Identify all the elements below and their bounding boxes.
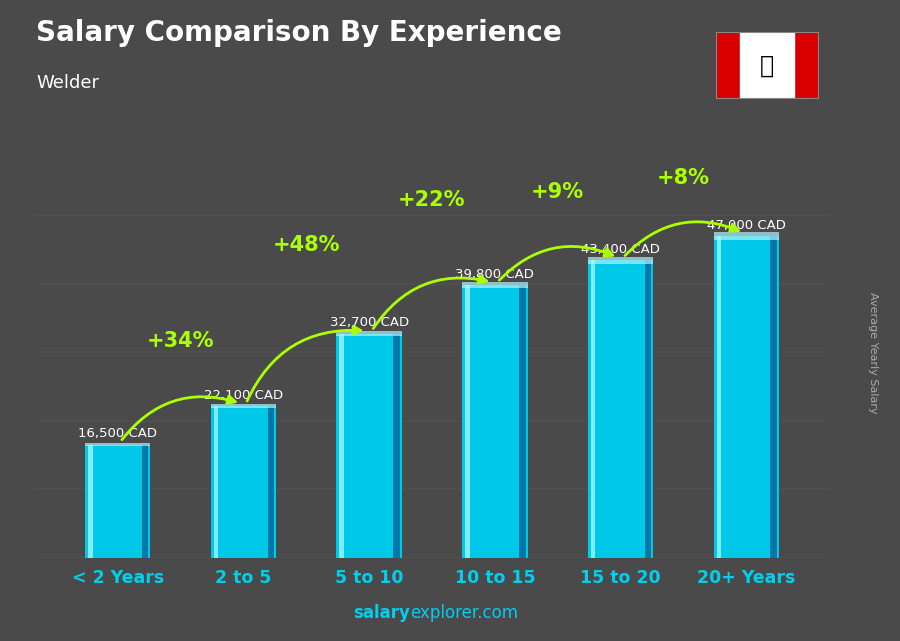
Text: +34%: +34% — [147, 331, 214, 351]
Text: Average Yearly Salary: Average Yearly Salary — [868, 292, 878, 413]
Bar — [211, 406, 276, 558]
Bar — [770, 236, 777, 558]
Bar — [716, 32, 741, 99]
Bar — [465, 285, 470, 558]
Bar — [794, 32, 819, 99]
Bar — [85, 445, 150, 558]
Text: +48%: +48% — [273, 235, 340, 255]
Text: explorer.com: explorer.com — [410, 604, 518, 622]
Text: +22%: +22% — [398, 190, 466, 210]
Bar — [142, 445, 148, 558]
Bar — [337, 333, 401, 558]
Text: 🍁: 🍁 — [760, 54, 774, 78]
Bar — [714, 236, 779, 558]
Text: 22,100 CAD: 22,100 CAD — [204, 389, 283, 402]
Bar — [588, 256, 653, 264]
Bar — [644, 260, 652, 558]
Text: salary: salary — [353, 604, 410, 622]
Bar — [590, 260, 596, 558]
Bar — [519, 285, 526, 558]
Bar — [714, 231, 779, 240]
Bar — [211, 404, 276, 408]
Text: 32,700 CAD: 32,700 CAD — [329, 317, 409, 329]
Text: 39,800 CAD: 39,800 CAD — [455, 268, 535, 281]
Bar — [337, 331, 401, 337]
Bar — [393, 333, 400, 558]
Bar — [213, 406, 219, 558]
Bar — [741, 32, 794, 99]
Bar — [463, 281, 527, 288]
Text: Salary Comparison By Experience: Salary Comparison By Experience — [36, 19, 562, 47]
Bar — [88, 445, 93, 558]
Bar — [716, 236, 721, 558]
Text: 47,000 CAD: 47,000 CAD — [706, 219, 786, 231]
Bar — [267, 406, 274, 558]
Text: +8%: +8% — [657, 168, 710, 188]
Bar — [463, 285, 527, 558]
Text: 43,400 CAD: 43,400 CAD — [581, 243, 660, 256]
Text: 16,500 CAD: 16,500 CAD — [78, 428, 158, 440]
Text: Welder: Welder — [36, 74, 99, 92]
Bar — [85, 443, 150, 446]
Bar — [588, 260, 653, 558]
Text: +9%: +9% — [531, 182, 584, 202]
Bar — [339, 333, 344, 558]
